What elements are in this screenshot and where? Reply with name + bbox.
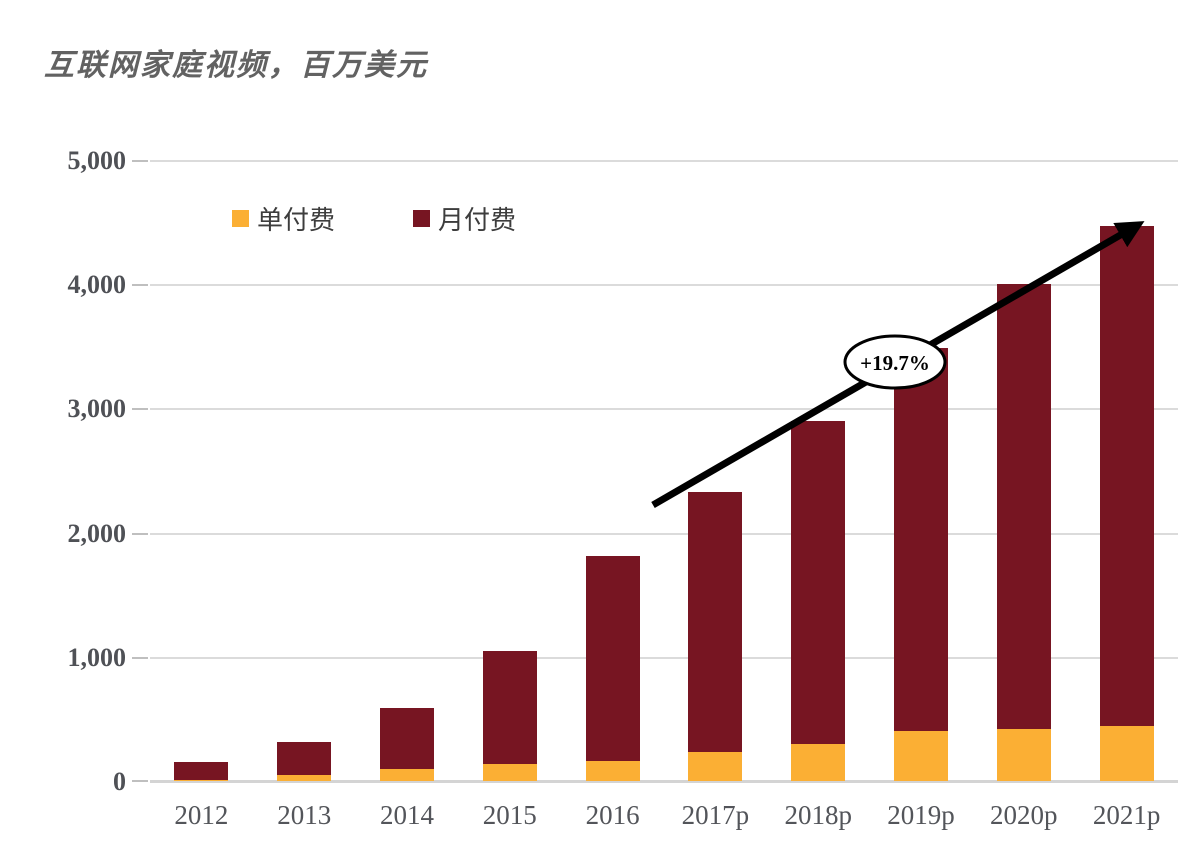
y-axis-label-4000: 4,000 (67, 270, 127, 300)
bar-2018p-segment-monthly-pay (791, 420, 846, 744)
bar-2014-segment-single-pay (380, 769, 434, 781)
chart-legend: 单付费 月付费 (232, 200, 516, 237)
bar-2020p (996, 284, 1051, 781)
legend-item-monthly-pay: 月付费 (413, 200, 516, 237)
x-axis-label-2021p: 2021p (1092, 800, 1161, 830)
gridline-5000 (150, 160, 1178, 162)
bar-2017p-segment-monthly-pay (688, 492, 743, 753)
bar-2017p (688, 492, 743, 781)
y-axis-label-0: 0 (113, 767, 126, 796)
x-axis-label-2014: 2014 (379, 800, 434, 830)
bar-2015-segment-single-pay (482, 764, 537, 781)
legend-swatch-single-pay (232, 210, 249, 227)
plot-area: 0 1,000 2,000 3,000 4,000 5,000 2012 2013 2014 20… (68, 146, 1178, 830)
bar-2012-segment-monthly-pay (174, 762, 229, 780)
y-axis-label-1000: 1,000 (67, 642, 127, 672)
bar-2015 (482, 651, 537, 781)
x-axis-label-2016: 2016 (585, 800, 640, 830)
bar-2019p (894, 347, 948, 781)
y-tick-3000 (132, 408, 148, 411)
x-axis-label-2015: 2015 (482, 800, 537, 830)
y-tick-0 (132, 780, 148, 782)
x-axis-label-2018p: 2018p (784, 800, 852, 830)
bar-2013-segment-monthly-pay (277, 741, 332, 776)
bar-2018p-segment-single-pay (791, 743, 846, 781)
bar-2020p-segment-single-pay (996, 728, 1051, 781)
y-tick-4000 (132, 284, 148, 287)
legend-label-monthly-pay: 月付费 (438, 206, 517, 235)
bar-2020p-segment-monthly-pay (996, 284, 1051, 729)
chart-title: 互联网家庭视频，百万美元 (44, 49, 428, 82)
y-axis-label-5000: 5,000 (67, 146, 127, 175)
bar-2017p-segment-single-pay (688, 752, 743, 781)
x-axis-label-2013: 2013 (277, 800, 332, 830)
gridline-1000 (150, 656, 1178, 659)
bar-2014 (380, 707, 434, 781)
gridline-2000 (150, 532, 1178, 535)
y-tick-2000 (132, 532, 148, 535)
bar-2016-segment-monthly-pay (585, 555, 640, 761)
bar-2012-segment-single-pay (174, 779, 229, 781)
bar-2016 (585, 555, 640, 781)
x-axis-label-2012: 2012 (174, 800, 229, 830)
bar-2013 (277, 741, 332, 781)
y-tick-1000 (132, 656, 148, 659)
bar-2016-segment-single-pay (585, 760, 640, 781)
y-axis-label-2000: 2,000 (67, 518, 127, 548)
bar-2021p-segment-monthly-pay (1099, 225, 1154, 727)
legend-item-single-pay: 单付费 (232, 200, 335, 237)
y-axis-label-3000: 3,000 (67, 394, 127, 424)
bar-2014-segment-monthly-pay (380, 707, 434, 770)
x-axis-label-2019p: 2019p (887, 800, 955, 830)
bar-2018p (791, 420, 846, 781)
bar-2021p (1099, 225, 1154, 781)
y-tick-5000 (132, 160, 148, 162)
bar-2019p-segment-monthly-pay (894, 347, 948, 732)
bar-2019p-segment-single-pay (894, 731, 948, 781)
legend-swatch-monthly-pay (413, 210, 431, 227)
bar-2021p-segment-single-pay (1099, 726, 1154, 781)
x-axis-label-2017p: 2017p (681, 800, 750, 830)
legend-label-single-pay: 单付费 (257, 206, 336, 235)
bar-2013-segment-single-pay (277, 775, 332, 781)
x-axis-label-2020p: 2020p (990, 800, 1058, 830)
bar-2012 (174, 762, 229, 781)
bar-2015-segment-monthly-pay (482, 651, 537, 765)
gridline-0 (150, 780, 1178, 783)
